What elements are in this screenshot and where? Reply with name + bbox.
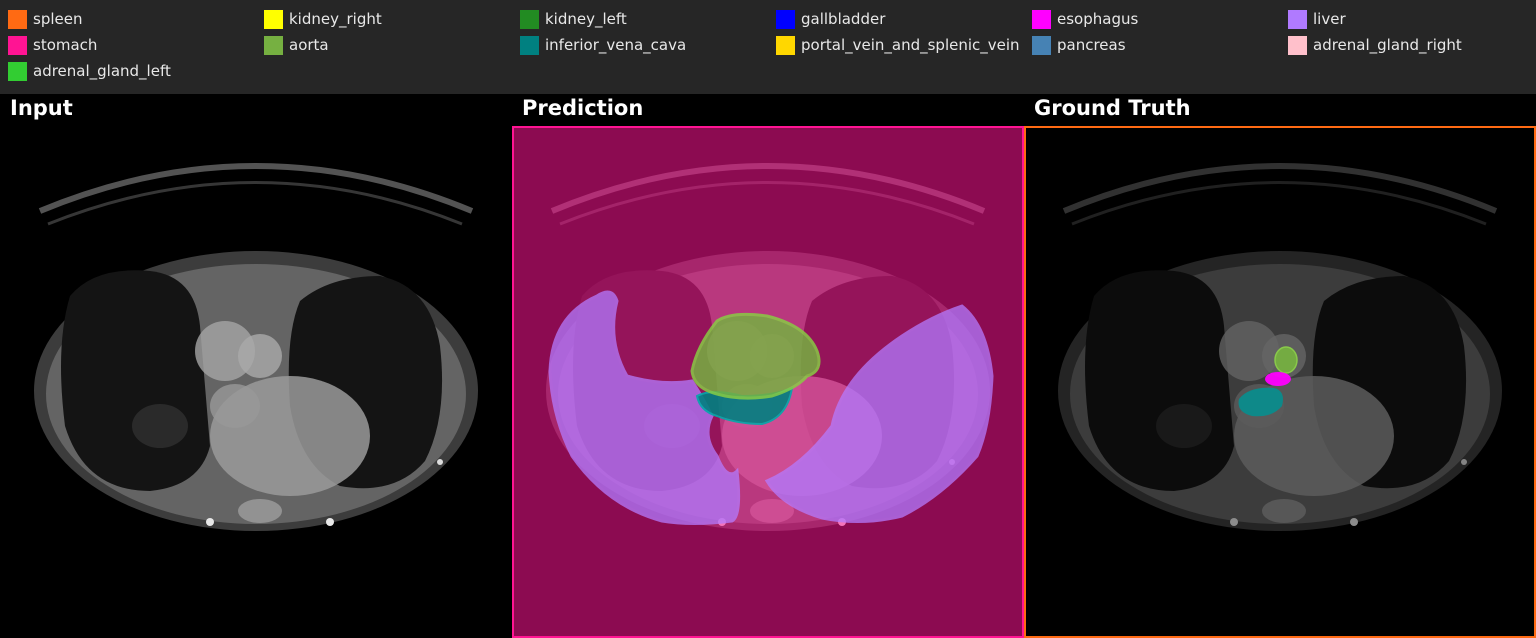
legend-label: kidney_left (545, 10, 627, 28)
prediction-aorta-mask (690, 312, 821, 400)
legend-swatch (776, 35, 795, 55)
legend-swatch (264, 35, 283, 55)
legend-label: spleen (33, 10, 83, 28)
legend-swatch (1288, 9, 1307, 29)
legend-item-adrenal-gland-right: adrenal_gland_right (1288, 35, 1462, 55)
ground-truth-inferior-vena-cava-mask (1238, 387, 1283, 417)
legend-label: gallbladder (801, 10, 886, 28)
legend-label: aorta (289, 36, 329, 54)
legend-item-spleen: spleen (8, 9, 82, 29)
input-panel-title: Input (10, 96, 73, 120)
legend-item-pancreas: pancreas (1032, 35, 1126, 55)
prediction-panel-title: Prediction (522, 96, 644, 120)
legend: spleen kidney_right kidney_left gallbladder… (0, 0, 1536, 94)
legend-label: esophagus (1057, 10, 1139, 28)
legend-swatch (520, 35, 539, 55)
legend-label: pancreas (1057, 36, 1126, 54)
legend-label: kidney_right (289, 10, 382, 28)
legend-swatch (520, 9, 539, 29)
ground-truth-esophagus-mask (1265, 372, 1291, 386)
prediction-segmentation-image (512, 126, 1024, 638)
legend-item-stomach: stomach (8, 35, 97, 55)
legend-item-adrenal-gland-left: adrenal_gland_left (8, 61, 171, 81)
legend-swatch (776, 9, 795, 29)
legend-swatch (8, 61, 27, 81)
legend-item-inferior-vena-cava: inferior_vena_cava (520, 35, 686, 55)
legend-item-liver: liver (1288, 9, 1346, 29)
legend-swatch (8, 9, 27, 29)
legend-swatch (1032, 35, 1051, 55)
legend-item-portal-vein-and-splenic-vein: portal_vein_and_splenic_vein (776, 35, 1020, 55)
legend-swatch (264, 9, 283, 29)
prediction-liver-mask (548, 290, 994, 525)
legend-label: adrenal_gland_right (1313, 36, 1462, 54)
legend-label: inferior_vena_cava (545, 36, 687, 54)
legend-item-esophagus: esophagus (1032, 9, 1138, 29)
legend-item-kidney-right: kidney_right (264, 9, 382, 29)
legend-label: stomach (33, 36, 98, 54)
legend-label: liver (1313, 10, 1346, 28)
legend-item-gallbladder: gallbladder (776, 9, 885, 29)
ground-truth-aorta-mask (1274, 346, 1298, 374)
input-ct-image (0, 126, 512, 638)
legend-swatch (8, 35, 27, 55)
legend-item-aorta: aorta (264, 35, 329, 55)
legend-item-kidney-left: kidney_left (520, 9, 627, 29)
legend-label: adrenal_gland_left (33, 62, 171, 80)
legend-label: portal_vein_and_splenic_vein (801, 36, 1020, 54)
legend-swatch (1288, 35, 1307, 55)
legend-swatch (1032, 9, 1051, 29)
ground-truth-segmentation-image (1024, 126, 1536, 638)
ground-truth-panel-title: Ground Truth (1034, 96, 1191, 120)
